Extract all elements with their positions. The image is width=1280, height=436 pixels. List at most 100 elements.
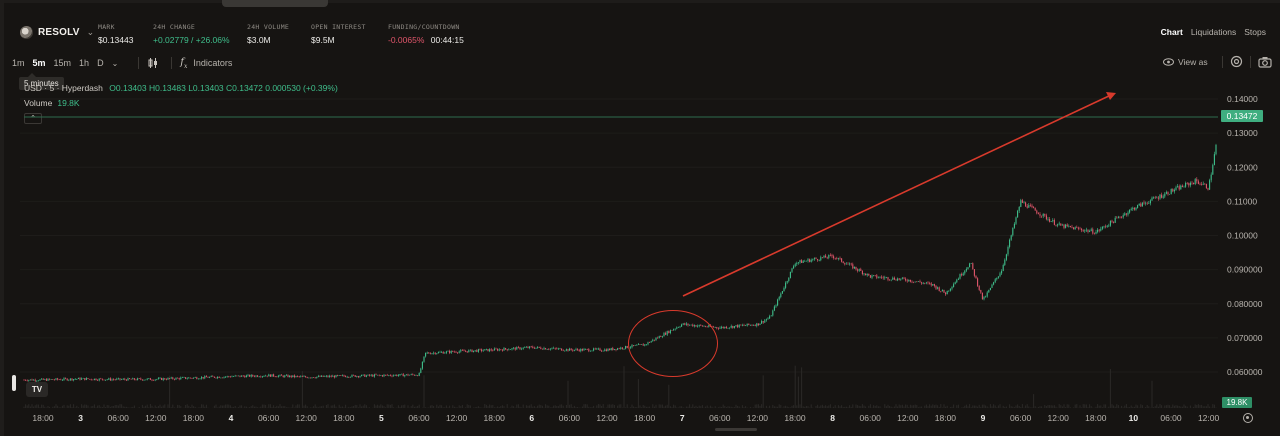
- volume-bar: [1125, 404, 1127, 408]
- volume-bar: [143, 406, 145, 408]
- tab-chart[interactable]: Chart: [1160, 27, 1183, 37]
- candle-body: [204, 376, 206, 379]
- candle-body: [1215, 144, 1217, 155]
- volume-bar: [724, 405, 726, 408]
- candle-body: [442, 351, 444, 354]
- candle-body: [69, 378, 71, 380]
- volume-bar: [1141, 405, 1143, 408]
- volume-bar: [578, 407, 580, 408]
- time-tick-label: 18:00: [1085, 413, 1107, 423]
- volume-bar: [717, 407, 719, 408]
- camera-icon[interactable]: [1258, 56, 1272, 68]
- volume-bar: [732, 407, 734, 408]
- volume-bar: [585, 404, 587, 408]
- candle-body: [196, 377, 198, 379]
- volume-bar: [783, 406, 785, 408]
- volume-bar: [330, 405, 332, 408]
- price-tick-label: 0.10000: [1227, 231, 1258, 241]
- candle-body: [973, 269, 975, 276]
- candle-body: [124, 378, 126, 380]
- tab-liquidations[interactable]: Liquidations: [1190, 27, 1237, 37]
- candle-body: [209, 376, 211, 378]
- candle-body: [327, 375, 329, 377]
- candle-body: [341, 375, 343, 376]
- volume-bar: [735, 404, 737, 408]
- candle-body: [394, 374, 396, 376]
- candle-body: [458, 351, 460, 353]
- settings-icon[interactable]: [1230, 55, 1243, 68]
- candle-body: [972, 263, 974, 270]
- candle-body: [260, 376, 262, 378]
- volume-bar: [869, 404, 871, 408]
- candle-body: [223, 376, 225, 378]
- volume-bar: [1005, 406, 1007, 408]
- candle-body: [132, 378, 134, 380]
- candle-body: [281, 374, 283, 376]
- scroll-handle[interactable]: [12, 375, 16, 391]
- timeframe-5m[interactable]: 5m: [32, 58, 46, 68]
- candle-body: [1101, 226, 1103, 229]
- symbol-selector[interactable]: RESOLV ⌄: [20, 26, 94, 39]
- volume-bar: [951, 406, 953, 408]
- candle-body: [487, 348, 489, 352]
- volume-bar: [1156, 404, 1158, 408]
- volume-bar: [797, 376, 799, 408]
- time-tick-label: 18:00: [333, 413, 355, 423]
- timeframe-d[interactable]: D: [97, 58, 104, 68]
- indicators-button[interactable]: Indicators: [193, 58, 233, 68]
- volume-bar: [122, 406, 124, 408]
- candle-body: [565, 349, 567, 351]
- timeframe-1h[interactable]: 1h: [79, 58, 90, 68]
- candle-body: [733, 326, 735, 328]
- candle-body: [68, 379, 70, 381]
- candle-body: [433, 352, 435, 354]
- volume-bar: [759, 405, 761, 408]
- time-scale-settings-icon[interactable]: [1243, 413, 1253, 423]
- volume-bar: [1170, 406, 1172, 408]
- volume-bar: [938, 406, 940, 408]
- volume-bar: [570, 404, 572, 408]
- volume-bar: [1108, 406, 1110, 408]
- volume-bar: [1053, 405, 1055, 408]
- candle-body: [455, 351, 457, 353]
- timeframe-15m[interactable]: 15m: [53, 58, 72, 68]
- volume-bar: [682, 407, 684, 408]
- candle-body: [329, 375, 331, 377]
- volume-bar: [490, 405, 492, 408]
- volume-bar: [1082, 404, 1084, 408]
- volume-bar: [202, 404, 204, 408]
- candle-body: [956, 279, 958, 283]
- view-as-button[interactable]: View as: [1163, 57, 1208, 67]
- indicators-icon[interactable]: fx: [180, 56, 188, 70]
- candle-body: [44, 379, 46, 380]
- volume-bar: [789, 407, 791, 408]
- candle-body: [562, 350, 564, 352]
- candle-body: [1159, 194, 1161, 199]
- chevron-down-icon[interactable]: ⌄: [111, 58, 119, 68]
- volume-bar: [218, 406, 220, 408]
- candle-body: [234, 375, 236, 377]
- volume-bar: [340, 406, 342, 408]
- candle-body: [162, 378, 164, 380]
- volume-bar: [1026, 404, 1028, 408]
- window-drag-handle[interactable]: [222, 0, 328, 7]
- volume-bar: [556, 405, 558, 408]
- volume-bar: [1116, 404, 1118, 408]
- collapse-legend-button[interactable]: ⌃: [24, 113, 42, 124]
- scroll-bar[interactable]: [715, 428, 757, 431]
- price-tick-label: 0.060000: [1227, 367, 1263, 377]
- volume-bar: [1173, 405, 1175, 408]
- candlestick-icon[interactable]: [147, 57, 159, 69]
- volume-bar: [153, 407, 155, 408]
- price-tick-label: 0.090000: [1227, 265, 1263, 275]
- tab-stops[interactable]: Stops: [1244, 27, 1266, 37]
- volume-bar: [975, 405, 977, 408]
- tradingview-logo-icon[interactable]: TV: [26, 382, 48, 397]
- candle-body: [821, 257, 823, 258]
- candle-body: [1178, 186, 1180, 190]
- volume-bar: [113, 406, 115, 408]
- candle-body: [604, 349, 606, 351]
- volume-bar: [220, 405, 222, 408]
- timeframe-1m[interactable]: 1m: [12, 58, 25, 68]
